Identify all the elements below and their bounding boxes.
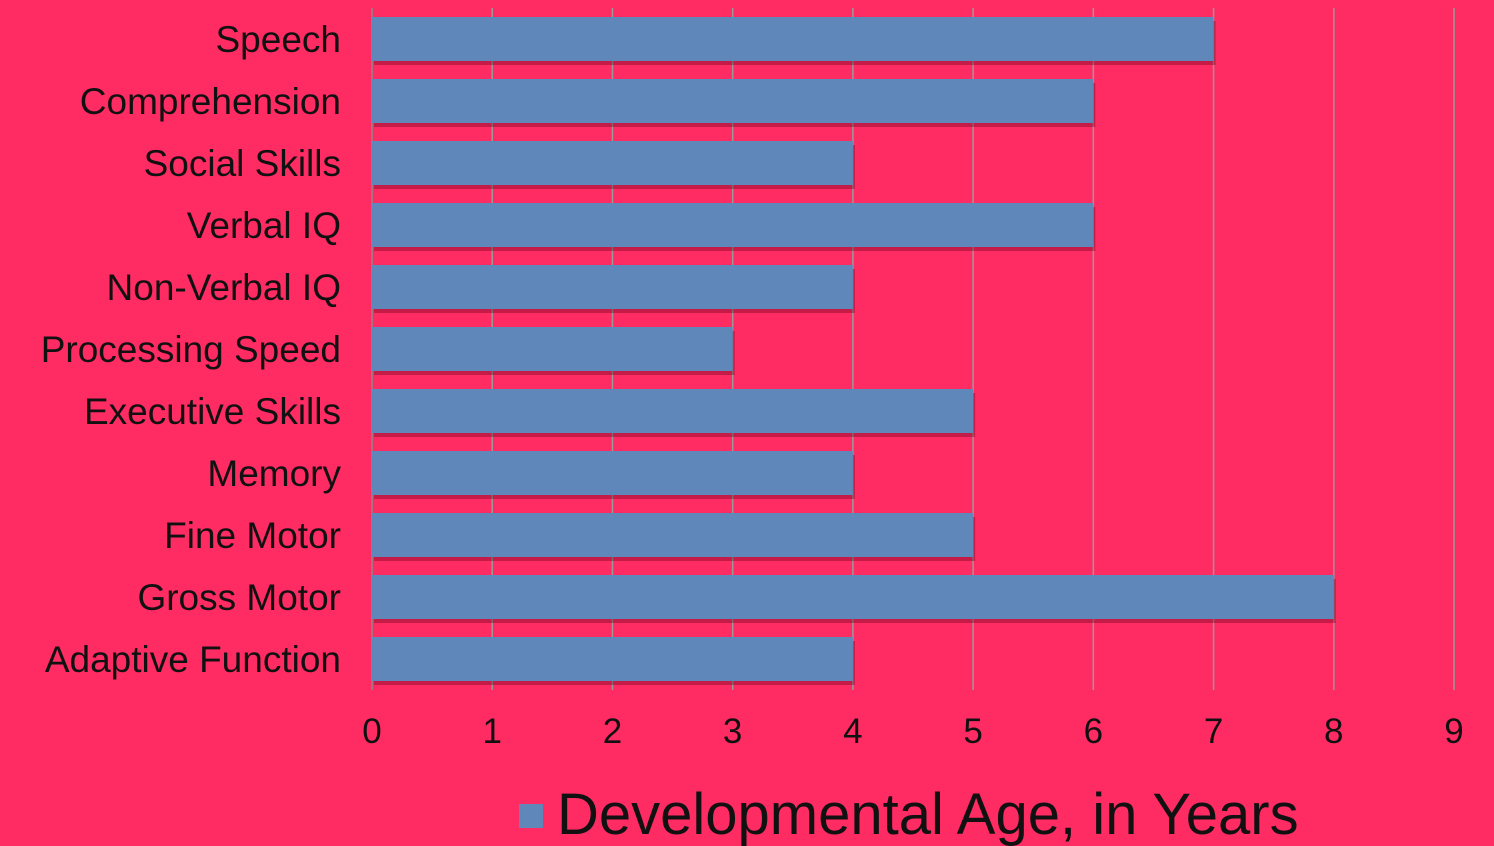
bar-memory — [372, 451, 853, 495]
bar-executive-skills — [372, 389, 974, 433]
category-label: Comprehension — [80, 81, 341, 122]
category-label: Fine Motor — [164, 515, 341, 556]
category-labels: Speech Comprehension Social Skills Verbal I… — [41, 19, 342, 680]
x-tick-label: 5 — [963, 712, 982, 751]
bar-speech — [372, 17, 1214, 61]
bar-social-skills — [372, 141, 853, 185]
category-label: Gross Motor — [137, 577, 341, 618]
bar-gross-motor — [372, 575, 1334, 619]
legend-swatch — [519, 804, 543, 828]
category-label: Non-Verbal IQ — [107, 267, 341, 308]
x-tick-label: 4 — [843, 712, 862, 751]
bar-verbal-iq — [372, 203, 1094, 247]
x-tick-label: 2 — [603, 712, 622, 751]
x-tick-label: 1 — [482, 712, 501, 751]
x-tick-label: 9 — [1444, 712, 1463, 751]
x-tick-label: 7 — [1204, 712, 1223, 751]
category-label: Executive Skills — [84, 391, 341, 432]
bar-adaptive-function — [372, 637, 853, 681]
legend-label: Developmental Age, in Years — [557, 782, 1299, 846]
bar-fine-motor — [372, 513, 974, 557]
category-label: Adaptive Function — [45, 639, 341, 680]
category-label: Verbal IQ — [187, 205, 341, 246]
category-label: Memory — [207, 453, 341, 494]
legend: Developmental Age, in Years — [519, 782, 1299, 846]
x-tick-label: 3 — [723, 712, 742, 751]
x-axis-tick-labels: 0 1 2 3 4 5 6 7 8 9 — [362, 712, 1463, 751]
x-tick-label: 6 — [1084, 712, 1103, 751]
category-label: Social Skills — [144, 143, 341, 184]
x-tick-label: 0 — [362, 712, 381, 751]
bars — [372, 17, 1336, 685]
category-label: Processing Speed — [41, 329, 341, 370]
bar-non-verbal-iq — [372, 265, 853, 309]
x-tick-label: 8 — [1324, 712, 1343, 751]
bar-processing-speed — [372, 327, 733, 371]
category-label: Speech — [216, 19, 342, 60]
bar-comprehension — [372, 79, 1094, 123]
